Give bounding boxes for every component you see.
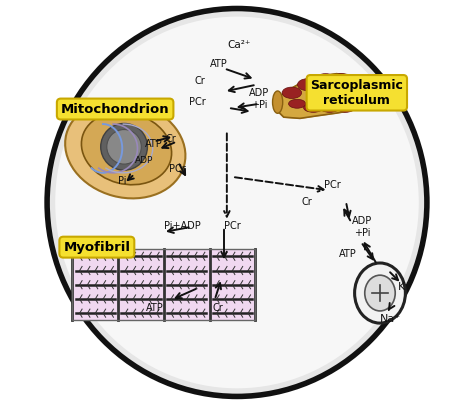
Text: ATP: ATP [146,303,164,313]
Text: Cr: Cr [194,76,205,85]
Text: Na⁺: Na⁺ [380,314,401,324]
Text: ADP: ADP [135,156,154,165]
Ellipse shape [282,87,301,99]
Ellipse shape [65,101,185,198]
Ellipse shape [100,124,147,170]
Text: Myofibril: Myofibril [64,240,130,254]
Text: Mitochondrion: Mitochondrion [61,103,169,115]
Text: Cr: Cr [301,198,312,207]
Text: K⁺: K⁺ [398,281,411,292]
Ellipse shape [365,275,395,311]
Ellipse shape [289,99,306,108]
Text: ADP
+Pi: ADP +Pi [352,216,372,238]
Text: Pi+ADP: Pi+ADP [164,220,201,231]
Text: Sarcoplasmic
reticulum: Sarcoplasmic reticulum [310,79,403,107]
Ellipse shape [314,74,337,85]
Ellipse shape [82,112,172,185]
Text: ATP: ATP [145,139,163,149]
Text: PCr: PCr [324,180,341,190]
Text: Cr: Cr [166,134,177,144]
Ellipse shape [304,103,323,112]
Ellipse shape [47,9,427,396]
Text: Pi: Pi [118,176,127,186]
Ellipse shape [273,91,283,113]
Text: ATP: ATP [338,249,356,259]
Ellipse shape [331,74,352,85]
Ellipse shape [337,103,355,112]
Bar [73,249,255,320]
Bar [73,249,255,320]
Text: ATP: ATP [210,59,228,70]
Text: Ca²⁺: Ca²⁺ [228,40,251,50]
Text: PCr: PCr [168,164,185,174]
Ellipse shape [348,79,366,88]
Text: Cr: Cr [212,303,223,313]
Text: PCr: PCr [189,97,206,107]
Text: PCr: PCr [224,220,240,231]
Ellipse shape [320,103,339,112]
Ellipse shape [55,17,419,388]
Polygon shape [275,74,373,118]
Ellipse shape [298,79,319,91]
Ellipse shape [355,263,405,323]
Text: ADP
+Pi: ADP +Pi [249,88,269,110]
Ellipse shape [107,130,141,164]
